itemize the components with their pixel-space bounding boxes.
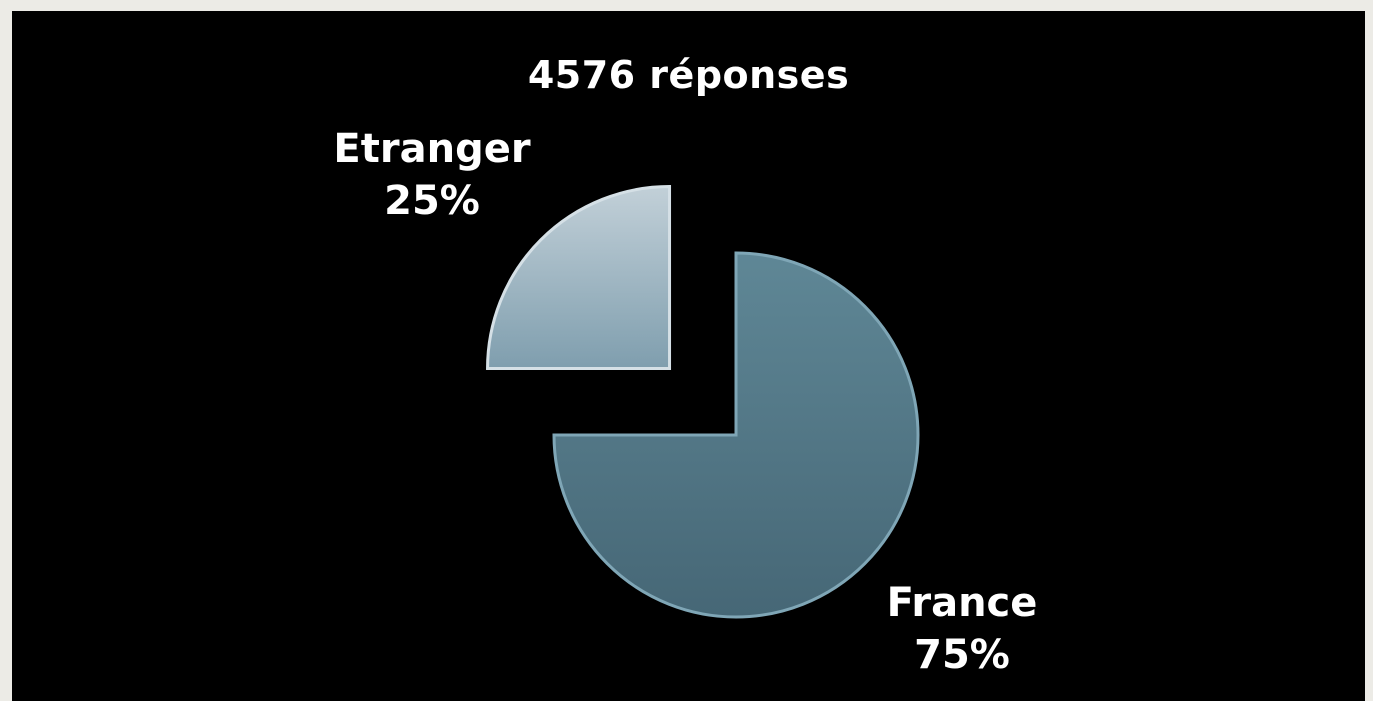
data-label-etranger-category: Etranger xyxy=(333,126,531,172)
data-label-france: France 75% xyxy=(842,577,1082,681)
data-label-etranger-percent: 25% xyxy=(384,178,480,224)
chart-panel: 4576 réponses Etranger 25% France 75% xyxy=(12,11,1365,701)
data-label-etranger: Etranger 25% xyxy=(312,123,552,227)
pie-slice-etranger xyxy=(486,185,672,371)
pie-chart xyxy=(486,185,920,619)
data-label-france-percent: 75% xyxy=(914,632,1010,678)
chart-title: 4576 réponses xyxy=(527,53,850,97)
pie-slice-france xyxy=(552,251,920,619)
data-label-france-category: France xyxy=(886,580,1038,626)
